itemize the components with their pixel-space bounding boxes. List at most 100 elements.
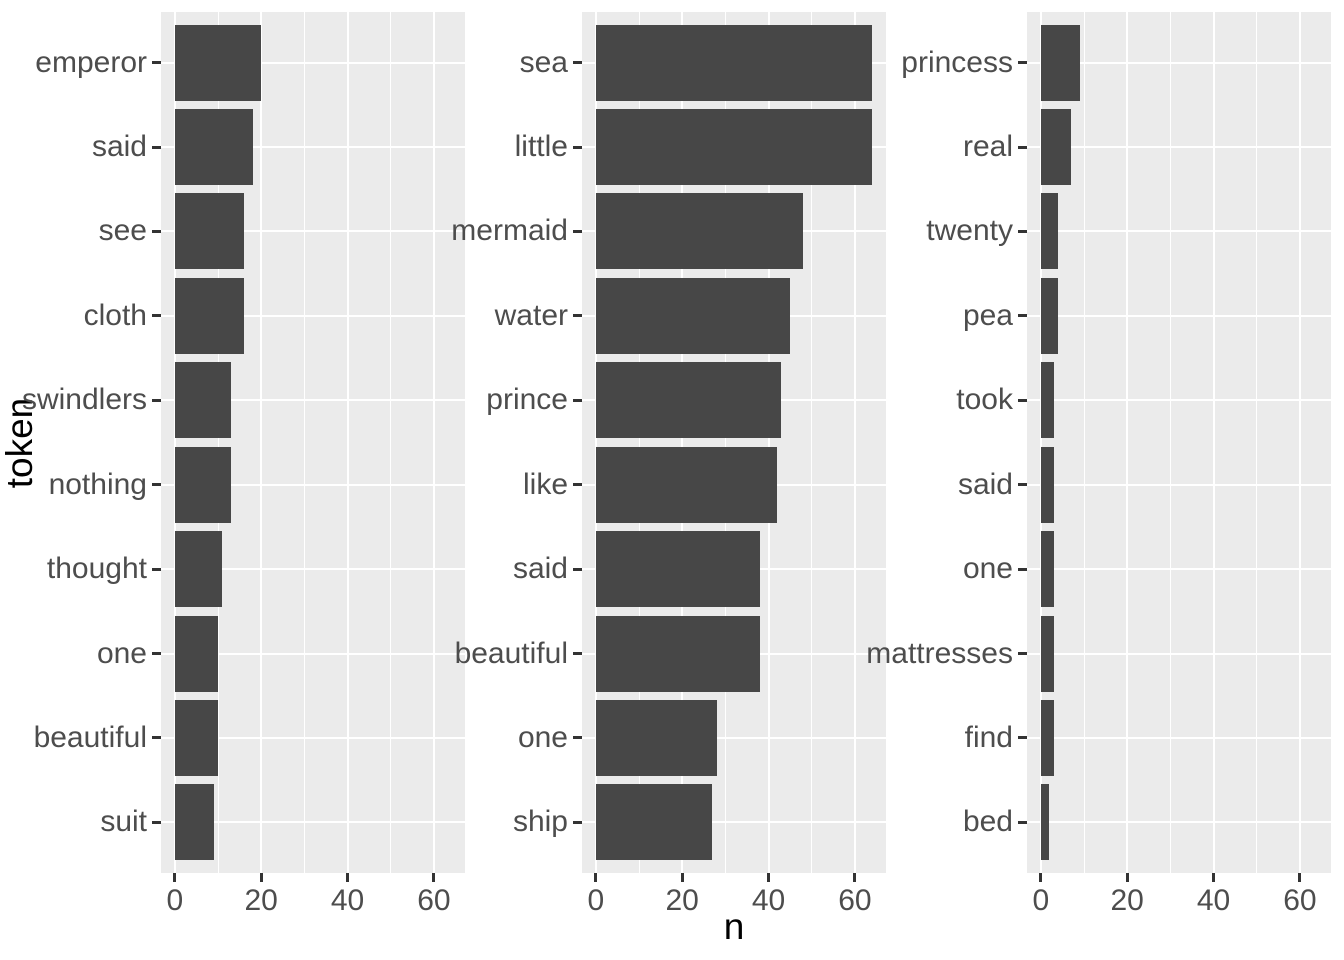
bar-mattresses: [1040, 615, 1054, 692]
y-tick-label: said: [512, 552, 568, 586]
y-tick-label: little: [514, 130, 568, 164]
x-tick-mark: [680, 873, 684, 882]
gridline-major-x: [853, 12, 856, 873]
y-tick-label: emperor: [35, 45, 147, 79]
x-axis-title: n: [723, 906, 745, 947]
gridline-major-y: [1027, 146, 1331, 149]
gridline-major-x: [594, 12, 597, 873]
bar-nothing: [174, 446, 231, 523]
y-tick-mark: [573, 314, 582, 318]
y-tick-mark: [573, 483, 582, 487]
y-tick-label: said: [91, 130, 147, 164]
gridline-major-y: [161, 61, 465, 64]
x-tick-mark: [432, 873, 436, 882]
gridline-major-y: [161, 568, 465, 571]
y-tick-label: bed: [962, 805, 1013, 839]
gridline-major-y: [1027, 568, 1331, 571]
gridline-major-y: [161, 652, 465, 655]
bar-see: [174, 193, 244, 270]
gridline-minor-x: [724, 12, 726, 873]
facet-panel-1: [161, 12, 465, 873]
bar-water: [595, 277, 791, 354]
x-tick-mark: [767, 873, 771, 882]
bar-real: [1040, 109, 1072, 186]
y-tick-mark: [573, 567, 582, 571]
gridline-minor-x: [811, 12, 813, 873]
x-tick-label: 20: [244, 884, 278, 917]
x-tick-label: 20: [1110, 884, 1144, 917]
bar-one: [1040, 531, 1054, 608]
y-tick-label: like: [522, 467, 568, 501]
gridline-minor-x: [1256, 12, 1258, 873]
bar-one: [174, 615, 218, 692]
y-tick-mark: [1018, 567, 1027, 571]
y-tick-mark: [152, 398, 161, 402]
x-tick-mark: [173, 873, 177, 882]
y-tick-mark: [152, 61, 161, 65]
x-tick-mark: [346, 873, 350, 882]
y-tick-mark: [1018, 398, 1027, 402]
bar-thought: [174, 531, 223, 608]
y-tick-mark: [1018, 145, 1027, 149]
gridline-major-y: [582, 821, 886, 824]
gridline-major-y: [161, 483, 465, 486]
y-tick-label: one: [517, 720, 568, 754]
bar-swindlers: [174, 362, 231, 439]
gridline-major-y: [161, 314, 465, 317]
x-tick-mark: [1039, 873, 1043, 882]
y-tick-mark: [152, 652, 161, 656]
gridline-major-y: [1027, 399, 1331, 402]
bar-cloth: [174, 277, 244, 354]
y-tick-mark: [573, 652, 582, 656]
bar-twenty: [1040, 193, 1059, 270]
y-tick-mark: [573, 736, 582, 740]
y-tick-label: took: [956, 383, 1013, 417]
bar-beautiful: [174, 699, 218, 776]
gridline-major-y: [161, 146, 465, 149]
gridline-major-y: [1027, 314, 1331, 317]
y-tick-label: mattresses: [866, 636, 1013, 670]
x-tick-label: 0: [587, 884, 605, 917]
y-tick-mark: [152, 314, 161, 318]
gridline-major-x: [681, 12, 684, 873]
bar-ship: [595, 784, 713, 861]
y-tick-mark: [152, 736, 161, 740]
y-tick-mark: [152, 145, 161, 149]
gridline-major-y: [582, 736, 886, 739]
bar-find: [1040, 699, 1054, 776]
y-tick-mark: [1018, 314, 1027, 318]
bar-mermaid: [595, 193, 804, 270]
x-tick-label: 60: [417, 884, 451, 917]
y-tick-mark: [1018, 61, 1027, 65]
y-axis-title: token: [0, 397, 40, 489]
y-tick-label: one: [96, 636, 147, 670]
y-tick-mark: [1018, 736, 1027, 740]
y-tick-mark: [152, 483, 161, 487]
bar-one: [595, 699, 717, 776]
gridline-major-y: [161, 736, 465, 739]
x-tick-mark: [853, 873, 857, 882]
bar-like: [595, 446, 778, 523]
y-tick-label: ship: [512, 805, 568, 839]
y-tick-mark: [152, 567, 161, 571]
x-tick-label: 20: [665, 884, 699, 917]
y-tick-mark: [1018, 652, 1027, 656]
y-tick-mark: [573, 145, 582, 149]
y-tick-mark: [152, 820, 161, 824]
y-tick-label: nothing: [48, 467, 147, 501]
gridline-major-x: [432, 12, 435, 873]
bar-princess: [1040, 24, 1080, 101]
gridline-major-y: [1027, 821, 1331, 824]
gridline-major-x: [1039, 12, 1042, 873]
gridline-major-x: [260, 12, 263, 873]
y-tick-mark: [152, 229, 161, 233]
x-tick-label: 40: [1196, 884, 1231, 917]
y-tick-mark: [1018, 483, 1027, 487]
x-tick-label: 60: [838, 884, 872, 917]
gridline-major-x: [346, 12, 349, 873]
y-tick-label: see: [98, 214, 147, 248]
bar-emperor: [174, 24, 262, 101]
y-tick-mark: [573, 61, 582, 65]
gridline-major-y: [1027, 652, 1331, 655]
